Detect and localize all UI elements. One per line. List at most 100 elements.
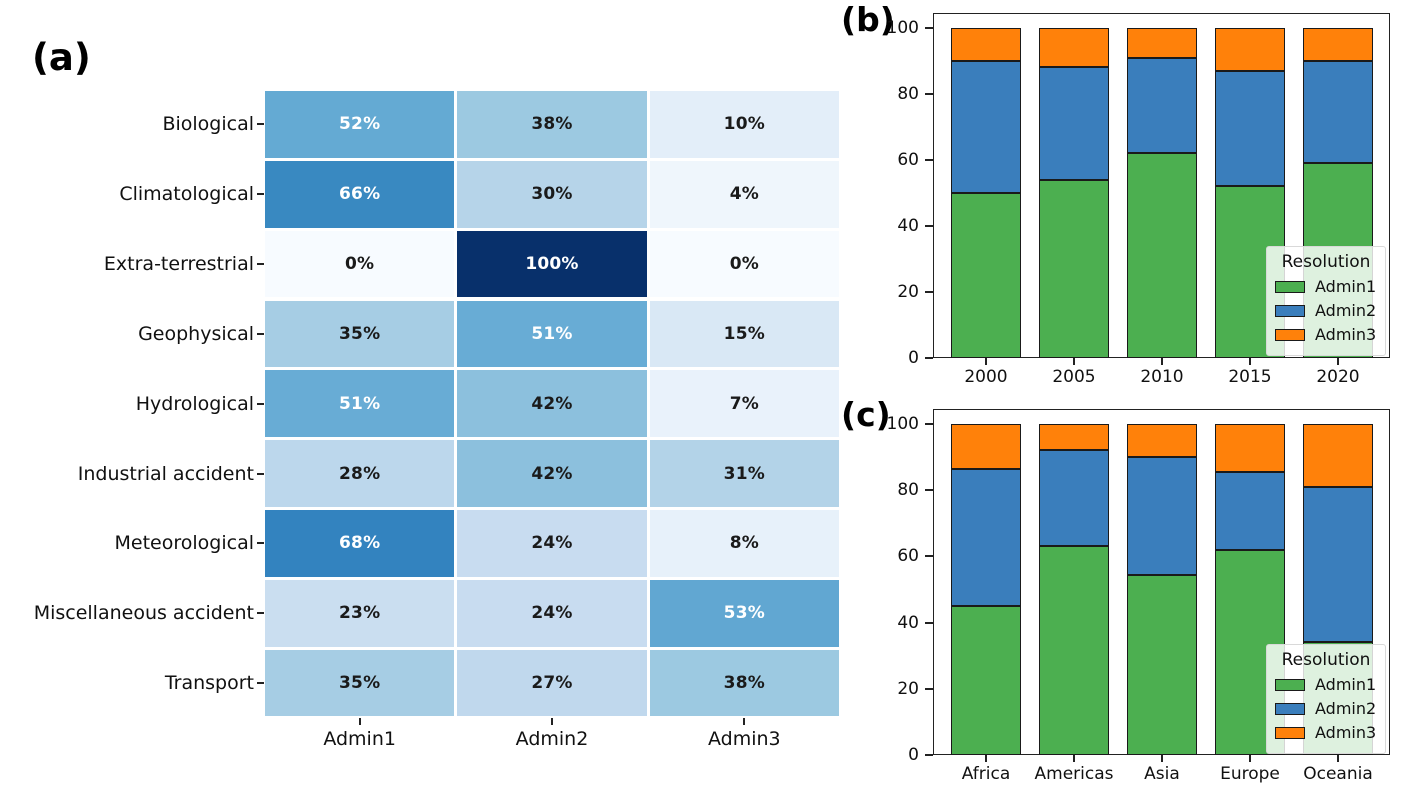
bar-segment-admin2 [1039, 67, 1109, 180]
heatmap-cell-value: 0% [729, 254, 759, 275]
heatmap-cell-value: 68% [339, 533, 381, 554]
y-axis-tick [925, 357, 933, 359]
bar-segment-admin3 [951, 27, 1021, 61]
y-tick-label: 20 [897, 678, 919, 699]
heatmap-cell-value: 23% [339, 603, 381, 624]
y-tick-label: 20 [897, 281, 919, 302]
heatmap-cell: 30% [457, 160, 647, 228]
heatmap-cell: 38% [457, 91, 647, 158]
heatmap-cell: 0% [649, 230, 839, 298]
y-axis-tick [925, 158, 933, 161]
heatmap-row-label: Industrial accident [77, 462, 254, 485]
y-tick-label: 80 [897, 480, 919, 501]
legend-swatch-admin1 [1275, 678, 1305, 691]
heatmap-cell: 66% [265, 160, 455, 228]
heatmap-cell-value: 28% [339, 463, 381, 484]
bar-segment-admin3 [1039, 27, 1109, 68]
bar-segment-admin3 [1127, 27, 1197, 58]
heatmap-cell: 15% [649, 300, 839, 368]
x-axis-tick [1249, 358, 1251, 365]
legend-entry-admin2: Admin2 [1275, 699, 1377, 718]
y-axis-tick [925, 687, 933, 690]
heatmap-cell: 4% [649, 160, 839, 228]
y-axis-tick [925, 92, 933, 95]
heatmap-cell-value: 100% [525, 254, 579, 275]
bar-segment-admin1 [1127, 574, 1197, 755]
x-axis-tick [1161, 755, 1163, 762]
heatmap-cell-value: 52% [339, 114, 381, 135]
heatmap-cell-value: 7% [729, 393, 759, 414]
y-tick-label: 40 [897, 215, 919, 236]
heatmap-cell: 28% [265, 440, 455, 507]
heatmap-cell: 38% [649, 649, 839, 717]
heatmap-cell: 35% [265, 300, 455, 368]
heatmap-row-label: Hydrological [135, 392, 254, 415]
y-tick-label: 100 [886, 413, 919, 434]
bar-segment-admin3 [1303, 423, 1373, 487]
heatmap-cell-value: 10% [723, 114, 765, 135]
heatmap-cell-value: 35% [339, 323, 381, 344]
legend-entry-admin1: Admin1 [1275, 675, 1377, 694]
y-axis-tick [925, 754, 933, 756]
bar-segment-admin2 [1215, 70, 1285, 187]
y-tick-label: 40 [897, 612, 919, 633]
heatmap-col-label: Admin3 [708, 727, 781, 750]
legend-swatch-admin1 [1275, 280, 1305, 293]
heatmap-cell-value: 24% [531, 603, 573, 624]
bar-segment-admin2 [1127, 457, 1197, 575]
heatmap-row-tick [257, 612, 264, 615]
heatmap-row-tick [257, 402, 264, 405]
legend-label: Admin1 [1315, 675, 1377, 694]
heatmap-row-tick [257, 263, 264, 266]
heatmap-cell-value: 27% [531, 673, 573, 694]
y-axis-tick [925, 555, 933, 558]
bar-segment-admin3 [951, 423, 1021, 469]
heatmap-cell: 100% [457, 230, 647, 298]
heatmap-row-label: Biological [162, 113, 254, 136]
bar-segment-admin3 [1127, 423, 1197, 457]
heatmap-cell: 8% [649, 510, 839, 577]
bar-segment-admin2 [1303, 60, 1373, 164]
bar-segment-admin1 [1039, 179, 1109, 358]
legend-label: Admin2 [1315, 301, 1377, 320]
panel-c-label: (c) [841, 395, 891, 434]
heatmap-row-label: Extra-terrestrial [103, 253, 254, 276]
heatmap-cell: 31% [649, 440, 839, 507]
bar-segment-admin3 [1039, 423, 1109, 451]
bar-segment-admin1 [1039, 546, 1109, 755]
legend-box: Resolution Admin1 Admin2 Admin3 [1266, 246, 1386, 356]
heatmap-cell-value: 53% [723, 603, 765, 624]
heatmap-cell: 53% [649, 579, 839, 647]
heatmap-cell: 0% [265, 230, 455, 298]
heatmap-cell-value: 42% [531, 463, 573, 484]
heatmap-cell-value: 66% [339, 184, 381, 205]
heatmap-col-label: Admin1 [323, 727, 396, 750]
y-tick-label: 60 [897, 546, 919, 567]
heatmap-cell: 7% [649, 370, 839, 438]
legend-entry-admin2: Admin2 [1275, 301, 1377, 320]
bar-segment-admin2 [951, 468, 1021, 606]
bar-segment-admin3 [1303, 27, 1373, 61]
heatmap-cell: 24% [457, 510, 647, 577]
heatmap-cell: 10% [649, 91, 839, 158]
heatmap-cell-value: 4% [729, 184, 759, 205]
heatmap-cell: 35% [265, 649, 455, 717]
heatmap-cell-value: 51% [531, 323, 573, 344]
bar-segment-admin2 [1039, 450, 1109, 547]
x-axis-tick [985, 358, 987, 365]
x-tick-label: Asia [1144, 764, 1180, 784]
legend-swatch-admin2 [1275, 702, 1305, 715]
bar-segment-admin3 [1215, 423, 1285, 472]
heatmap-col-tick [551, 717, 553, 725]
x-tick-label: 2015 [1228, 367, 1272, 387]
panel-b-label: (b) [841, 0, 895, 39]
heatmap-row-label: Geophysical [138, 322, 254, 345]
x-tick-label: Africa [961, 764, 1011, 784]
legend-label: Admin3 [1315, 723, 1377, 742]
heatmap-cell: 51% [457, 300, 647, 368]
heatmap-row-label: Transport [164, 672, 254, 695]
x-axis-tick [1337, 755, 1339, 762]
x-axis-tick [1249, 755, 1251, 762]
x-tick-label: Americas [1034, 764, 1114, 784]
